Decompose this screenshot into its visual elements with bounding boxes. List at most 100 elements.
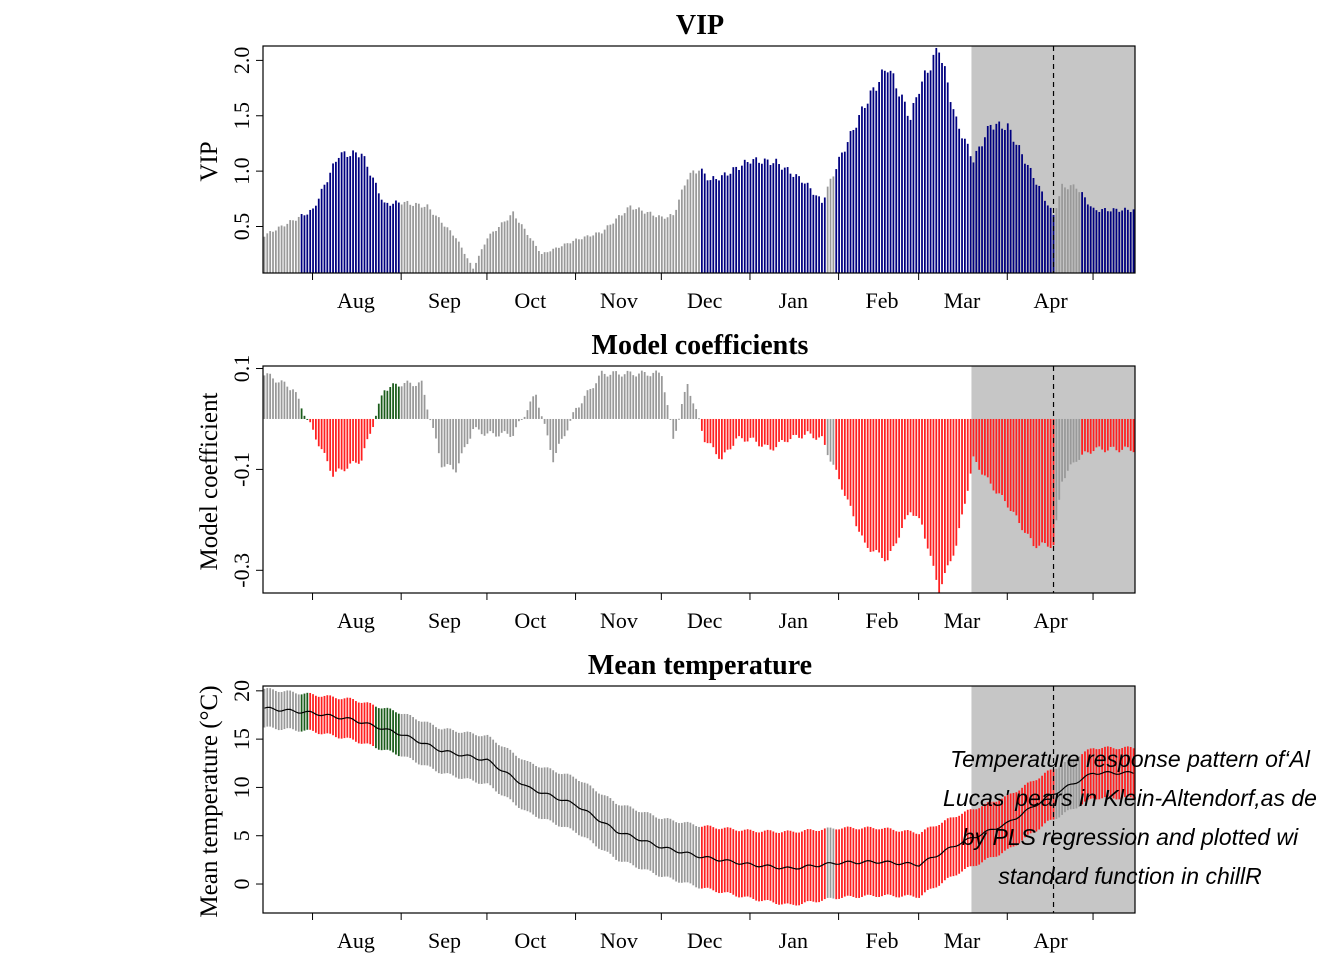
coefficient-bar xyxy=(1109,418,1112,447)
vip-bar xyxy=(312,208,314,273)
vip-bar xyxy=(1098,211,1101,273)
coefficient-bar xyxy=(1026,418,1029,534)
x-tick-label: Apr xyxy=(1034,288,1069,313)
coefficient-bar xyxy=(449,418,452,465)
vip-bar xyxy=(294,220,297,273)
coefficient-bar xyxy=(294,392,297,419)
vip-bar xyxy=(680,189,683,273)
coefficient-bar xyxy=(649,376,652,419)
vip-bar xyxy=(446,227,449,273)
coefficient-bar xyxy=(852,418,855,517)
vip-bar xyxy=(1069,185,1072,273)
vip-bar xyxy=(969,156,972,273)
coefficient-bar xyxy=(672,418,675,439)
vip-bar xyxy=(535,245,537,273)
x-tick-label: Oct xyxy=(514,608,546,633)
coefficient-bar xyxy=(686,383,689,419)
coefficient-bar xyxy=(274,382,277,419)
coefficient-bar xyxy=(718,418,720,459)
vip-bar xyxy=(803,183,806,273)
vip-bar xyxy=(492,231,495,273)
coefficient-bar xyxy=(1112,418,1115,447)
coefficient-bar xyxy=(783,418,786,442)
vip-bar xyxy=(606,225,609,273)
coefficient-bar xyxy=(600,370,603,419)
vip-bar xyxy=(566,243,569,273)
vip-bar xyxy=(283,226,286,273)
coefficient-bar xyxy=(755,418,758,442)
vip-bar xyxy=(555,247,557,273)
panel-title: Mean temperature xyxy=(588,650,812,681)
vip-bar xyxy=(678,199,680,273)
vip-bar xyxy=(412,205,414,273)
coefficient-bar xyxy=(395,383,397,419)
coefficient-bar xyxy=(392,383,394,419)
vip-bar xyxy=(660,216,663,273)
vip-bar xyxy=(712,176,715,273)
coefficient-bar xyxy=(343,418,346,472)
coefficient-bar xyxy=(380,395,383,419)
vip-bar xyxy=(715,179,718,273)
vip-bar xyxy=(406,200,409,273)
vip-bar xyxy=(480,249,483,273)
coefficient-bar xyxy=(1101,418,1104,450)
coefficient-bar xyxy=(506,418,509,434)
caption-line-4: standard function in chillR xyxy=(998,863,1262,889)
coefficient-bar xyxy=(586,390,589,419)
coefficient-bar xyxy=(912,418,915,516)
coefficient-bar xyxy=(297,398,300,419)
vip-bar xyxy=(529,238,532,273)
coefficient-bar xyxy=(269,373,272,419)
coefficient-bar xyxy=(978,418,981,470)
coefficient-bar xyxy=(743,418,746,442)
coefficient-bar xyxy=(383,390,386,419)
coefficient-bar xyxy=(812,418,815,439)
coefficient-bar xyxy=(969,418,972,474)
coefficient-bar xyxy=(752,418,755,438)
coefficient-bar xyxy=(489,418,492,432)
panel-3: Mean temperature Mean temperature (°C) 0 5 1… xyxy=(196,650,1136,953)
vip-bar xyxy=(500,222,503,273)
coefficient-bar xyxy=(869,418,872,552)
vip-bar xyxy=(452,235,455,273)
coefficient-bar xyxy=(480,418,483,435)
coefficient-bar xyxy=(758,418,760,447)
vip-bar xyxy=(415,202,417,273)
coefficient-bar xyxy=(495,418,497,437)
vip-bar xyxy=(386,202,389,273)
vip-bar xyxy=(698,170,700,273)
caption-line-3: by PLS regression and plotted wi xyxy=(961,824,1299,850)
coefficient-bar xyxy=(883,418,886,562)
coefficient-bar xyxy=(369,418,372,434)
vip-bar xyxy=(858,115,860,273)
coefficient-bar xyxy=(815,418,818,440)
coefficient-bar xyxy=(1095,418,1098,448)
vip-bar xyxy=(1124,207,1126,273)
vip-bar xyxy=(618,215,620,273)
coefficient-bar xyxy=(263,375,266,419)
vip-bar xyxy=(643,213,646,273)
vip-bar xyxy=(978,146,981,273)
vip-bar xyxy=(700,168,703,273)
vip-bar xyxy=(600,233,603,273)
y-tick-label: 15 xyxy=(229,728,254,750)
x-tick-label: Nov xyxy=(600,288,638,313)
vip-bar xyxy=(881,69,883,273)
x-tick-label: Aug xyxy=(337,288,375,313)
vip-bar xyxy=(1066,189,1069,273)
coefficient-bar xyxy=(349,418,352,464)
vip-bar xyxy=(297,216,300,273)
coefficient-bar xyxy=(500,418,503,433)
coefficient-bar xyxy=(549,418,552,450)
coefficient-bar xyxy=(1129,418,1132,451)
vip-bar xyxy=(280,225,283,273)
y-tick-label: 20 xyxy=(229,680,254,702)
vip-bar xyxy=(635,209,637,273)
coefficient-bar xyxy=(526,410,529,419)
vip-bar xyxy=(512,211,515,273)
vip-bar xyxy=(1046,205,1049,273)
coefficient-bar xyxy=(520,418,523,420)
coefficient-bar xyxy=(272,378,274,419)
coefficient-bar xyxy=(898,418,901,538)
